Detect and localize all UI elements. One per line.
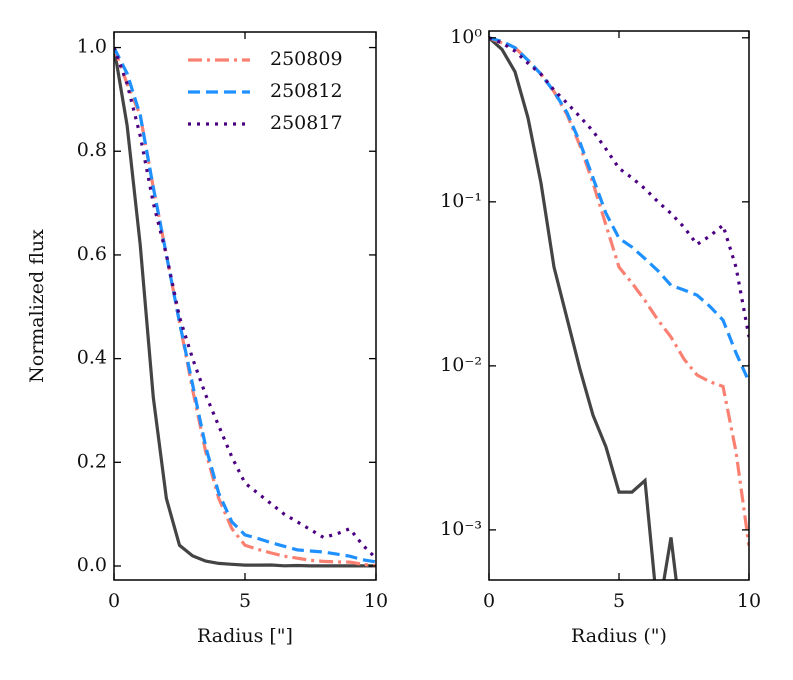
series-line (114, 46, 376, 564)
x-axis-label: Radius ["] (197, 625, 293, 647)
legend-label: 250817 (270, 112, 343, 134)
series-line (489, 36, 749, 338)
x-tick-label: 0 (483, 590, 495, 612)
plot-area (489, 36, 749, 580)
legend-label: 250812 (270, 80, 343, 102)
y-tick-label: 0.2 (77, 450, 107, 472)
y-tick-label: 1.0 (77, 36, 107, 58)
y-tick-label: 0.4 (77, 347, 107, 369)
x-tick-label: 5 (613, 590, 625, 612)
plot-area (114, 46, 376, 568)
y-axis-label: Normalized flux (26, 229, 48, 383)
x-tick-label: 5 (239, 590, 251, 612)
x-axis-label: Radius (") (571, 625, 667, 647)
y-tick-label: 10⁰ (450, 26, 482, 48)
series-line (489, 36, 678, 580)
series-line (489, 36, 749, 383)
y-tick-label: 0.8 (77, 139, 107, 161)
y-tick-label: 0.0 (77, 554, 107, 576)
x-tick-label: 10 (737, 590, 761, 612)
x-tick-label: 10 (364, 590, 388, 612)
y-tick-label: 10⁻³ (440, 518, 482, 540)
legend-label: 250809 (270, 48, 343, 70)
x-tick-label: 0 (108, 590, 120, 612)
series-line (489, 36, 749, 547)
y-tick-label: 0.6 (77, 243, 107, 265)
series-line (114, 47, 376, 568)
y-tick-label: 10⁻² (440, 354, 482, 376)
y-tick-label: 10⁻¹ (440, 190, 482, 212)
